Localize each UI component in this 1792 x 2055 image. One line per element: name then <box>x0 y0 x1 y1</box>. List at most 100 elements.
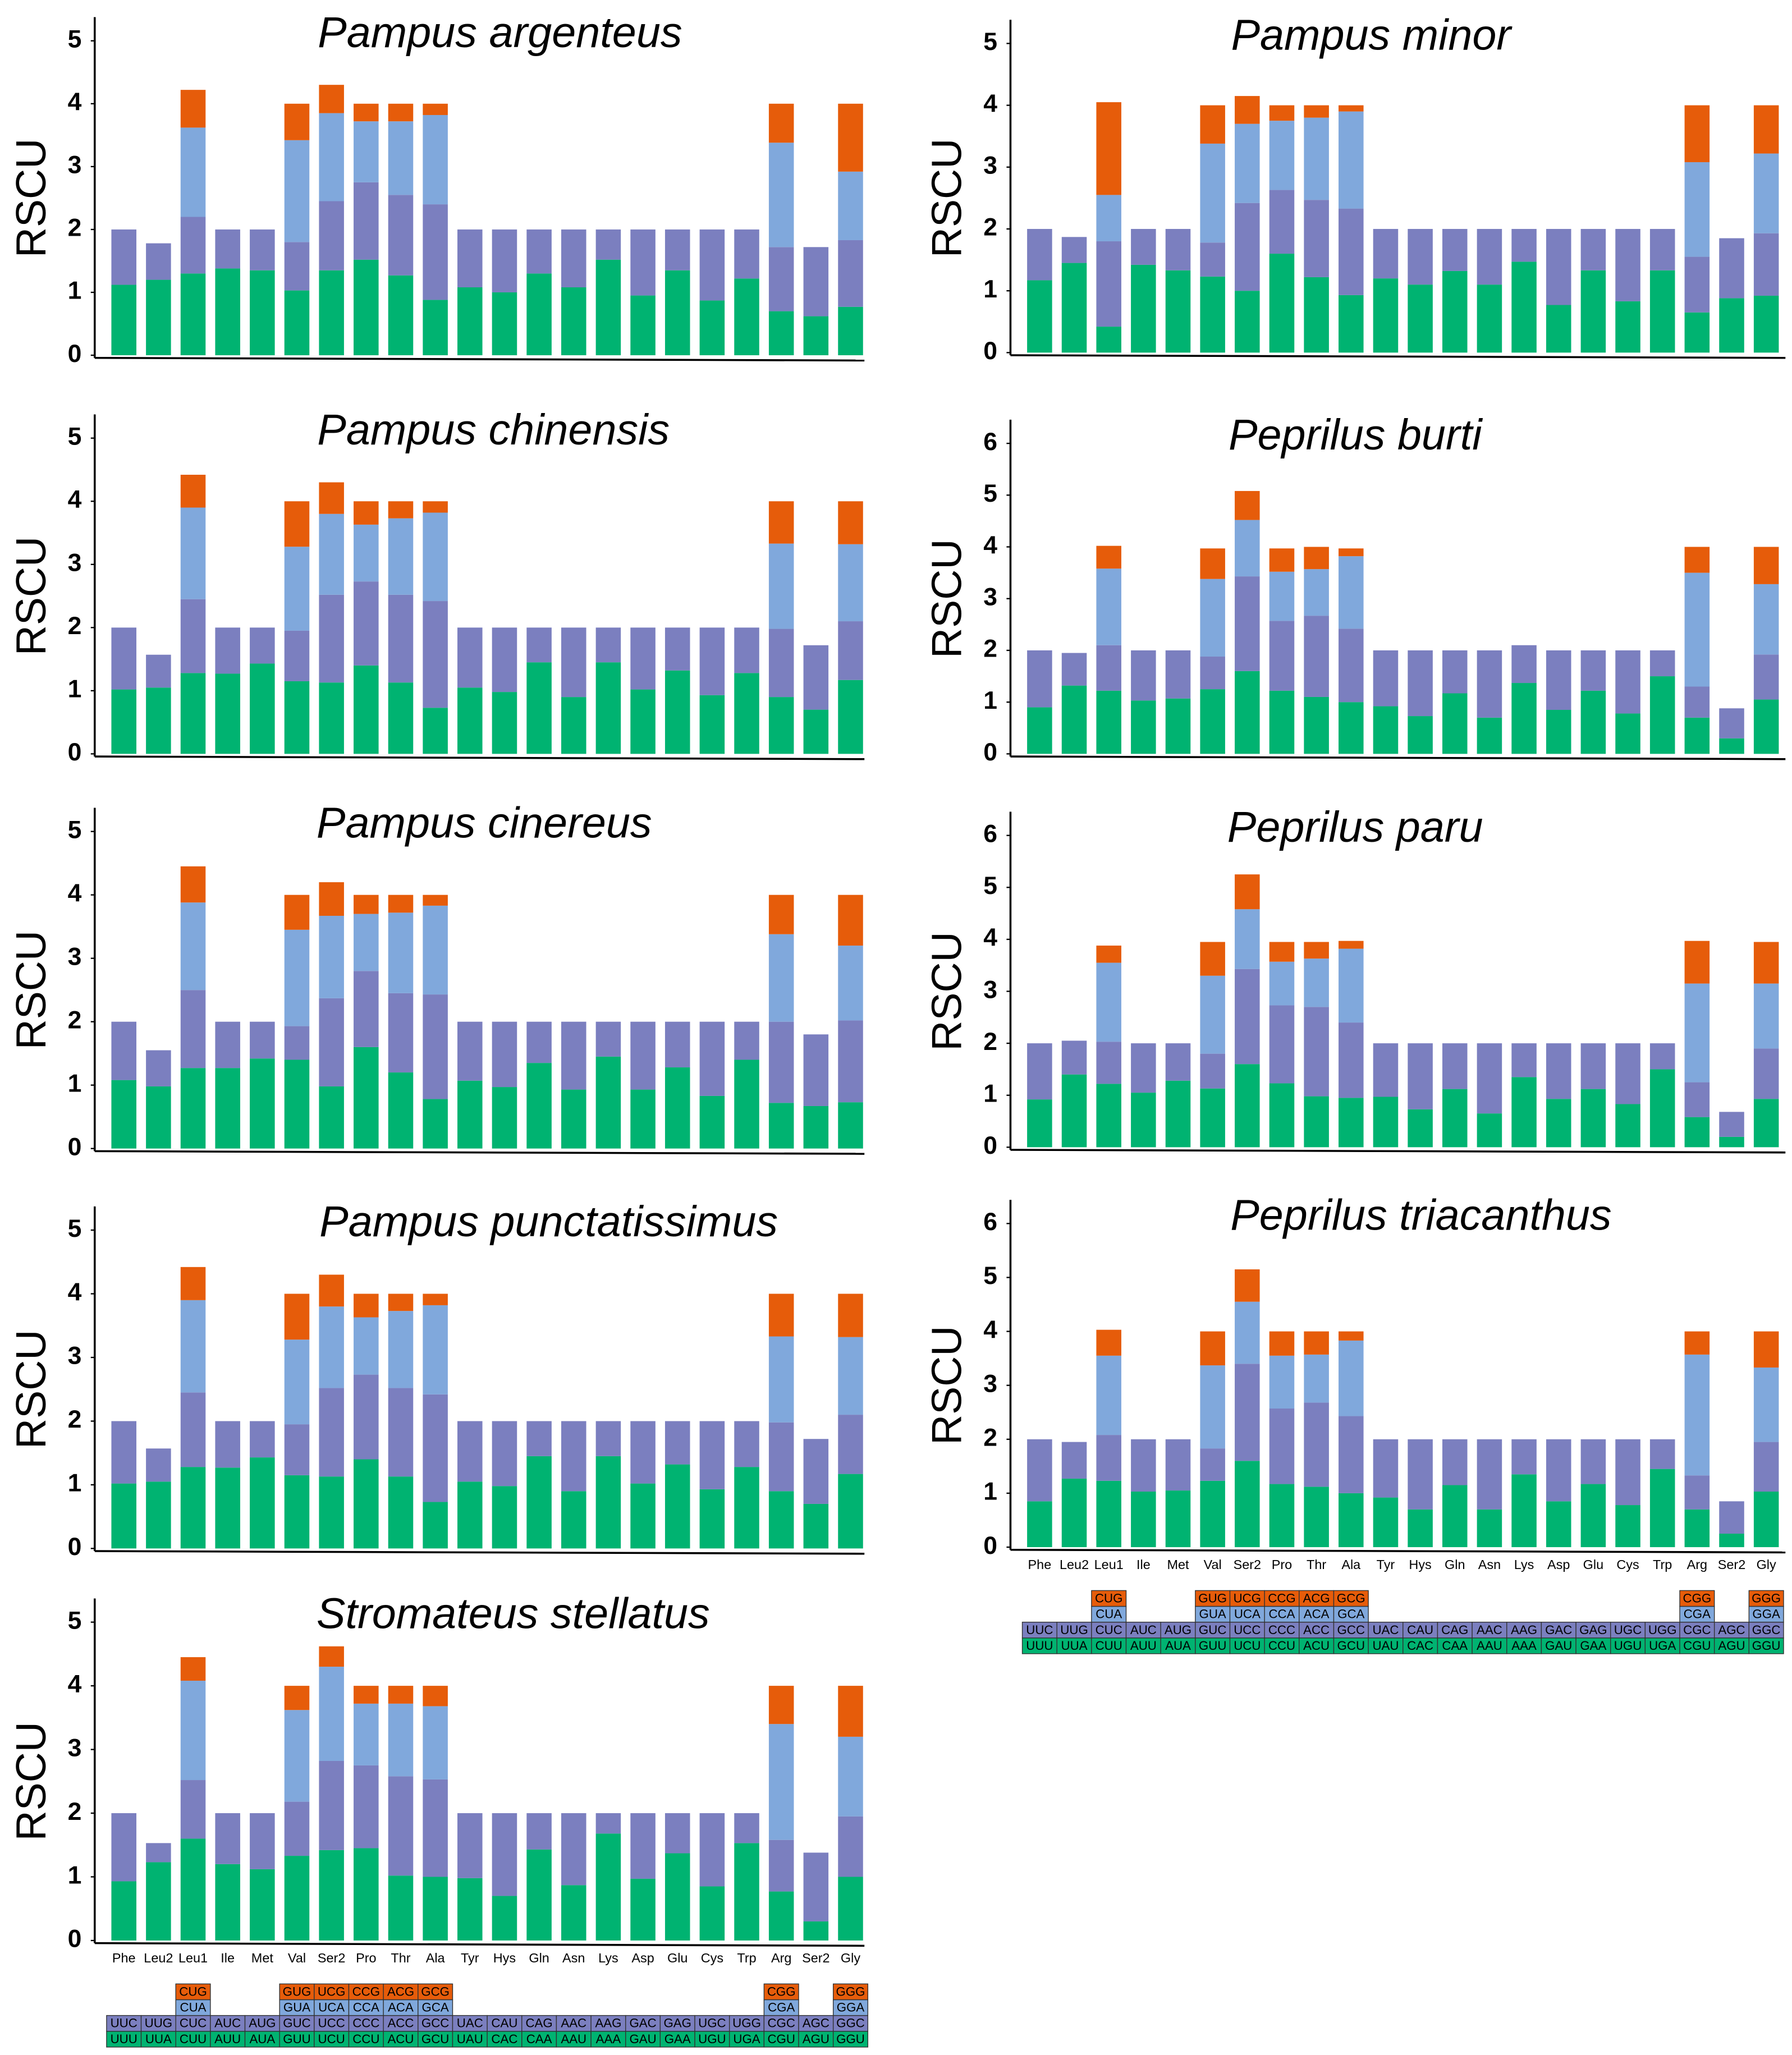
codon-cell <box>1021 1621 1057 1639</box>
bar-segment <box>838 240 863 307</box>
codon-cell <box>314 1999 350 2016</box>
bar-segment <box>1753 584 1779 655</box>
bar-segment <box>354 1459 379 1549</box>
codon-label: GCC <box>1337 1623 1365 1637</box>
bar-segment <box>1027 1439 1052 1502</box>
bar-segment <box>768 543 794 629</box>
codon-label: AGU <box>1718 1639 1745 1653</box>
bar-segment <box>1304 547 1329 570</box>
bar-segment <box>838 306 863 356</box>
bar-segment <box>1753 233 1779 296</box>
bar-segment <box>284 290 310 356</box>
x-axis <box>1010 354 1786 359</box>
bar-segment <box>1096 645 1121 691</box>
bar-segment <box>1615 1104 1640 1148</box>
bar-segment <box>388 275 414 356</box>
bar-segment <box>699 1021 725 1096</box>
bar-segment <box>250 1021 275 1059</box>
bar-segment <box>838 680 863 754</box>
bar-segment <box>1235 203 1260 291</box>
bar-segment <box>284 895 310 930</box>
y-tick-label: 5 <box>68 1607 82 1634</box>
codon-label: UGA <box>733 2032 760 2046</box>
y-tick-label: 3 <box>68 152 82 179</box>
bar-segment <box>457 1481 483 1549</box>
bar-segment <box>1269 548 1295 572</box>
bar-segment <box>1546 650 1571 710</box>
bar-segment <box>768 1293 794 1337</box>
bar-segment <box>1096 690 1121 754</box>
bar-segment <box>1235 490 1260 520</box>
codon-label: UCG <box>318 1984 345 1998</box>
y-tick-label: 3 <box>68 1734 82 1762</box>
codon-label: UUU <box>1026 1639 1053 1653</box>
bar-segment <box>1235 123 1260 203</box>
bar-segment <box>215 1813 240 1864</box>
bar-segment <box>838 1337 863 1415</box>
x-tick-label: Ala <box>1341 1557 1361 1572</box>
bar-segment <box>215 673 240 754</box>
bar-segment <box>526 1063 552 1149</box>
bar-segment <box>1615 1505 1640 1548</box>
bar-segment <box>319 1476 344 1549</box>
codon-label: UCG <box>1234 1591 1261 1606</box>
bar-segment <box>1477 228 1502 285</box>
codon-label: CCU <box>352 2032 379 2046</box>
x-tick-label: Pro <box>1272 1557 1292 1572</box>
bar-segment <box>838 1293 863 1337</box>
bar-segment <box>1096 545 1121 569</box>
bar-segment <box>250 1421 275 1458</box>
bar-segment <box>561 287 586 356</box>
codon-cell <box>279 1999 315 2016</box>
bar-segment <box>803 1852 829 1921</box>
codon-cell <box>1160 1637 1196 1654</box>
bar-segment <box>1304 958 1329 1007</box>
codon-label: UCA <box>318 2001 345 2015</box>
bar-segment <box>284 630 310 681</box>
bar-segment <box>1200 579 1225 657</box>
bar-segment <box>1096 102 1121 195</box>
bar-segment <box>146 654 171 688</box>
bar-segment <box>111 1881 136 1941</box>
y-tick-label: 4 <box>68 89 82 116</box>
y-tick-label: 3 <box>68 549 82 577</box>
codon-label: CCC <box>1268 1623 1295 1637</box>
bar-segment <box>180 474 206 508</box>
bar-segment <box>1200 657 1225 690</box>
y-tick-label: 0 <box>983 1132 997 1159</box>
codon-label: GUU <box>283 2032 310 2046</box>
codon-label: ACU <box>387 2032 414 2046</box>
y-tick-label: 2 <box>68 214 82 242</box>
bar-segment <box>1477 1113 1502 1148</box>
bar-segment <box>768 697 794 754</box>
codon-cell <box>452 2015 488 2032</box>
x-axis <box>94 356 865 362</box>
codon-label: CAA <box>526 2032 552 2046</box>
bar-segment <box>284 1475 310 1549</box>
bar-segment <box>1615 1439 1640 1506</box>
codon-label: CAG <box>1441 1623 1468 1637</box>
bar-segment <box>1235 1364 1260 1461</box>
codon-cell <box>763 2015 799 2032</box>
bar-segment <box>1339 1340 1364 1416</box>
bar-segment <box>1269 942 1295 962</box>
bar-segment <box>354 1293 379 1318</box>
x-tick-label: Asn <box>1478 1557 1501 1572</box>
bar-segment <box>803 1106 829 1149</box>
bar-segment <box>1373 1497 1399 1548</box>
bar-segment <box>215 229 240 269</box>
bar-segment <box>423 1305 448 1395</box>
bar-segment <box>388 912 414 993</box>
bar-segment <box>1684 717 1710 754</box>
codon-label: AUG <box>249 2016 276 2030</box>
bar-segment <box>838 1102 863 1149</box>
bar-segment <box>1304 1487 1329 1548</box>
bar-segment <box>1339 1098 1364 1148</box>
x-tick-label: Tyr <box>1377 1557 1395 1572</box>
bar-segment <box>354 914 379 971</box>
bar-segment <box>423 708 448 754</box>
bar-segment <box>734 673 759 754</box>
bar-segment <box>1373 1439 1399 1498</box>
bar-segment <box>1269 1355 1295 1409</box>
codon-cell <box>659 2015 695 2032</box>
